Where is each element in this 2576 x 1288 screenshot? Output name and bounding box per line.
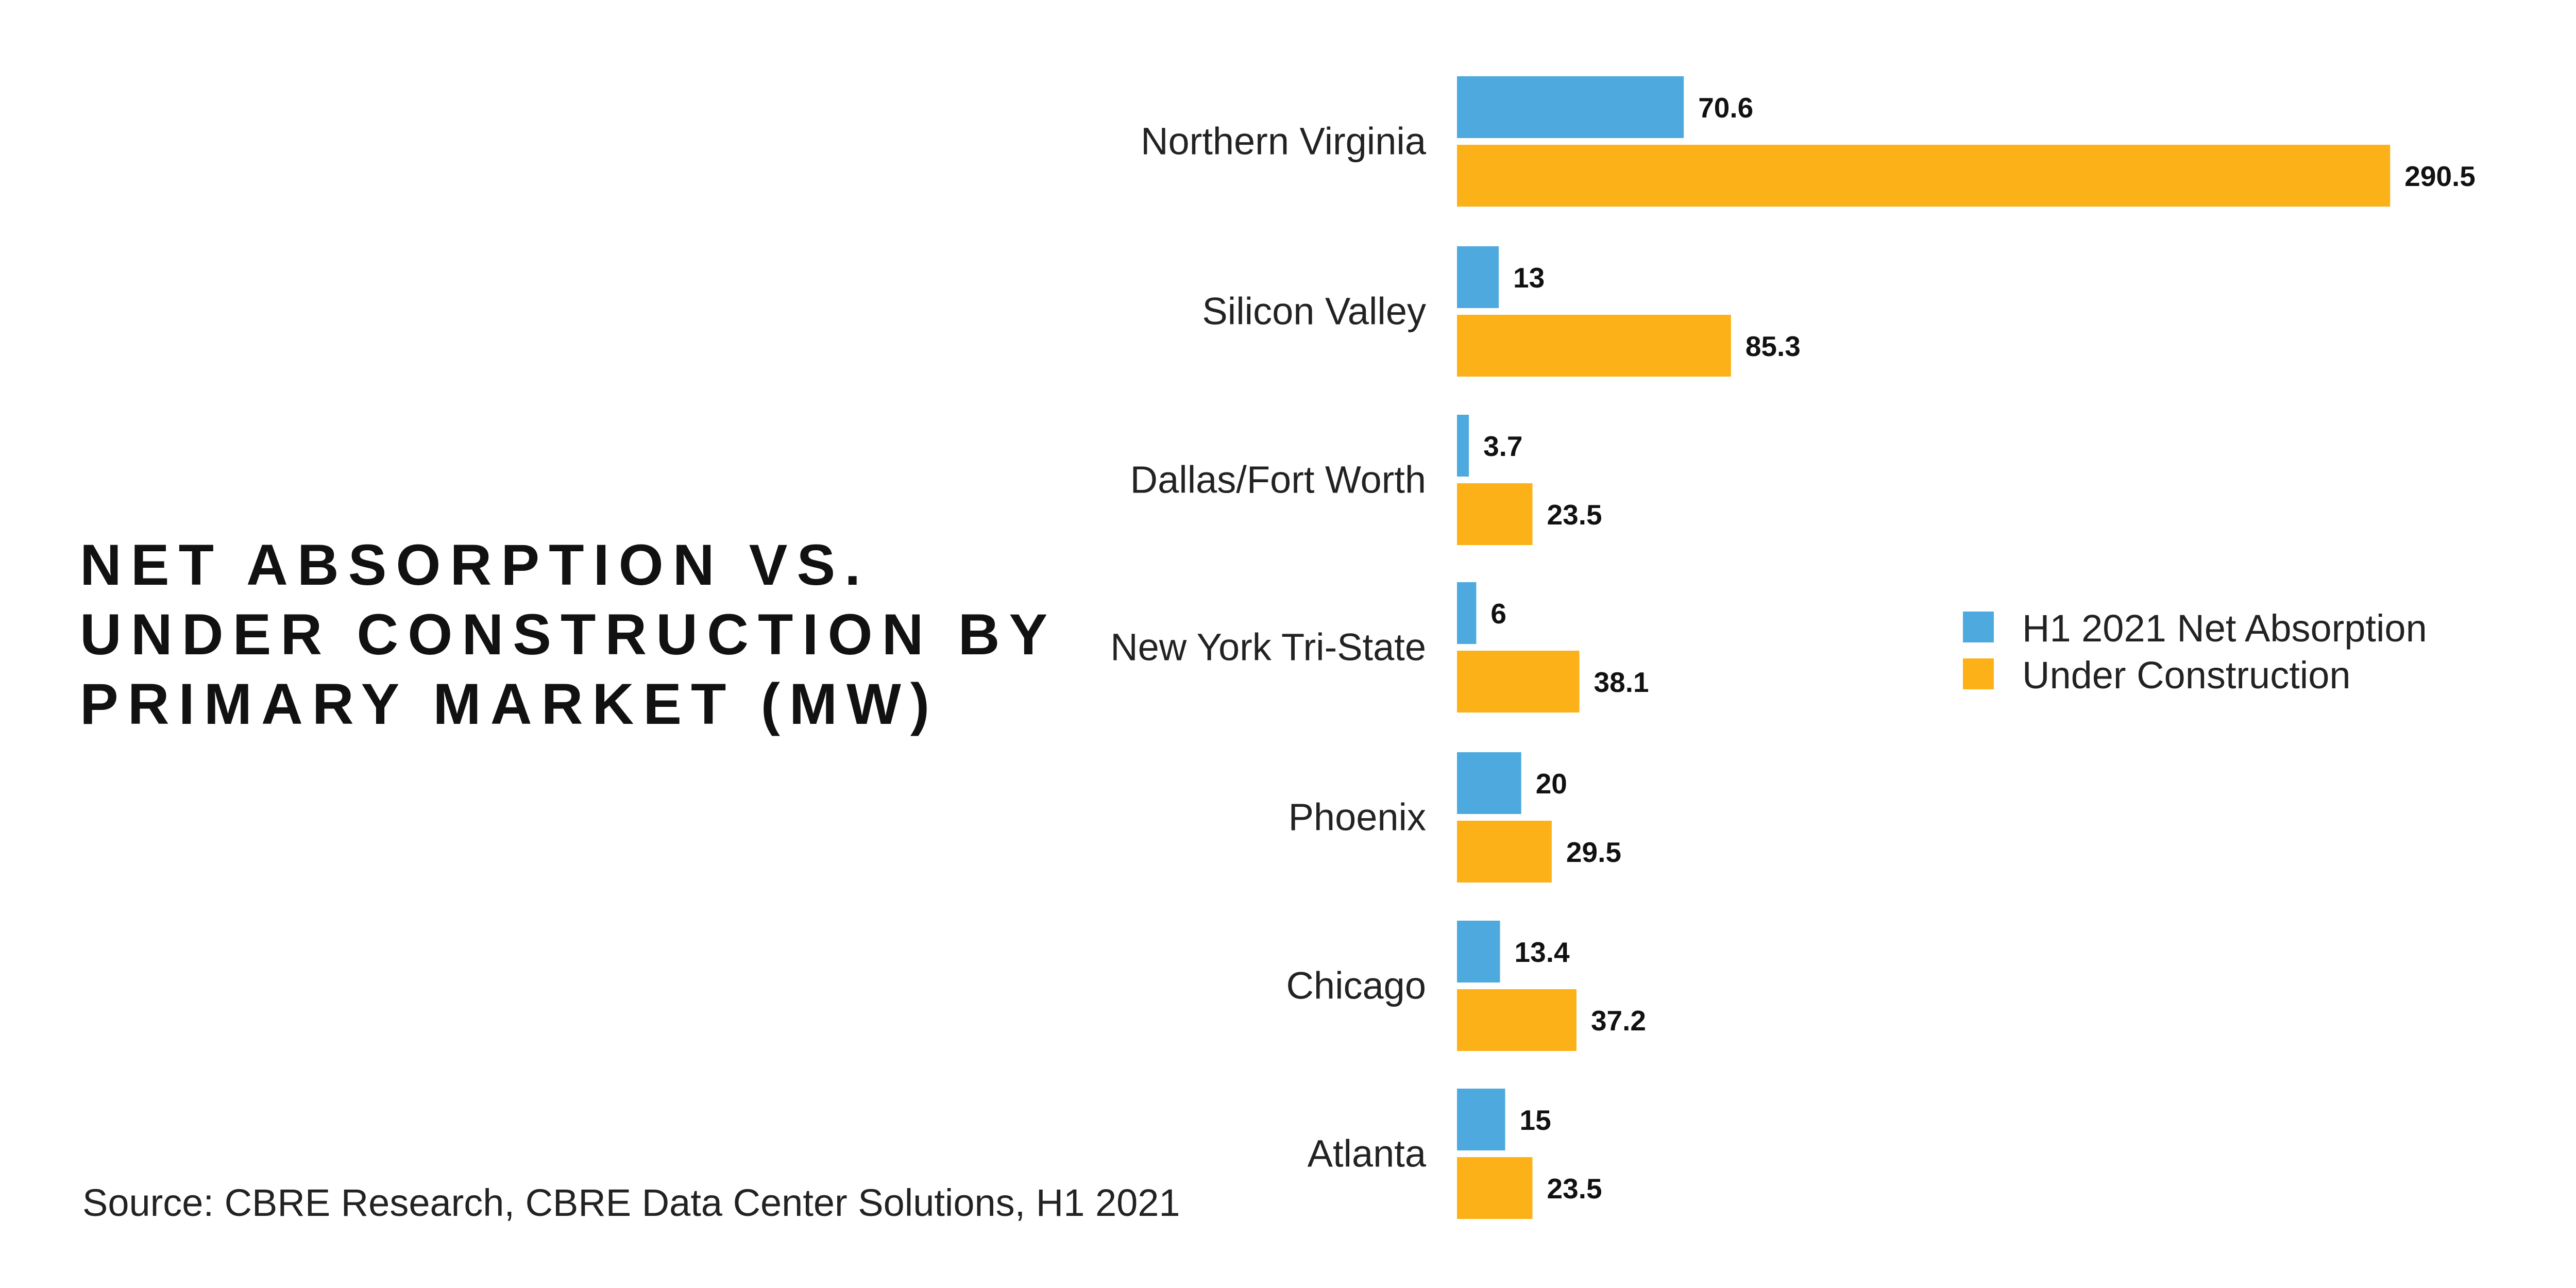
legend-label-net-absorption: H1 2021 Net Absorption <box>2022 607 2427 650</box>
category-label-atlanta: Atlanta <box>1308 1132 1427 1175</box>
chart-title-line-3: PRIMARY MARKET (MW) <box>80 672 939 736</box>
source-note: Source: CBRE Research, CBRE Data Center … <box>82 1181 1180 1224</box>
legend-swatch-net-absorption <box>1963 612 1994 642</box>
value-label-new-york-tri-state-h1-2021-net-absorption: 6 <box>1490 598 1506 630</box>
chart-title: NET ABSORPTION VS. UNDER CONSTRUCTION BY… <box>80 533 1057 736</box>
bar-new-york-tri-state-under-construction <box>1457 651 1580 713</box>
legend: H1 2021 Net Absorption Under Constructio… <box>1963 607 2427 697</box>
category-label-dallas-fort-worth: Dallas/Fort Worth <box>1130 459 1426 501</box>
bar-atlanta-under-construction <box>1457 1157 1533 1219</box>
legend-swatch-under-construction <box>1963 658 1994 689</box>
bar-silicon-valley-under-construction <box>1457 315 1731 377</box>
category-label-chicago: Chicago <box>1286 964 1426 1007</box>
category-label-northern-virginia: Northern Virginia <box>1141 120 1427 163</box>
value-label-phoenix-h1-2021-net-absorption: 20 <box>1536 768 1567 800</box>
value-label-dallas-fort-worth-under-construction: 23.5 <box>1547 499 1602 531</box>
category-label-phoenix: Phoenix <box>1289 796 1426 839</box>
value-label-phoenix-under-construction: 29.5 <box>1566 836 1621 868</box>
chart-title-line-1: NET ABSORPTION VS. <box>80 533 870 597</box>
chart-title-line-2: UNDER CONSTRUCTION BY <box>80 602 1057 667</box>
bars-layer <box>1457 76 2391 1219</box>
bar-dallas-fort-worth-h1-2021-net-absorption <box>1457 415 1469 477</box>
value-label-dallas-fort-worth-h1-2021-net-absorption: 3.7 <box>1483 430 1522 462</box>
bar-new-york-tri-state-h1-2021-net-absorption <box>1457 582 1477 644</box>
bar-northern-virginia-h1-2021-net-absorption <box>1457 76 1684 138</box>
labels-layer: Northern Virginia 70.6 290.5 Silicon Valley… <box>1110 92 2476 1205</box>
bar-phoenix-h1-2021-net-absorption <box>1457 752 1521 814</box>
legend-label-under-construction: Under Construction <box>2022 654 2351 697</box>
value-label-chicago-h1-2021-net-absorption: 13.4 <box>1515 936 1570 968</box>
value-label-northern-virginia-h1-2021-net-absorption: 70.6 <box>1698 92 1753 124</box>
value-label-silicon-valley-h1-2021-net-absorption: 13 <box>1513 262 1545 294</box>
value-label-northern-virginia-under-construction: 290.5 <box>2404 160 2476 192</box>
value-label-chicago-under-construction: 37.2 <box>1591 1005 1646 1037</box>
bar-atlanta-h1-2021-net-absorption <box>1457 1089 1505 1150</box>
value-label-atlanta-h1-2021-net-absorption: 15 <box>1520 1104 1551 1136</box>
category-label-new-york-tri-state: New York Tri-State <box>1110 626 1426 669</box>
value-label-new-york-tri-state-under-construction: 38.1 <box>1594 666 1649 698</box>
bar-phoenix-under-construction <box>1457 821 1552 883</box>
bar-northern-virginia-under-construction <box>1457 145 2391 207</box>
bar-chicago-h1-2021-net-absorption <box>1457 921 1500 982</box>
category-label-silicon-valley: Silicon Valley <box>1202 290 1426 333</box>
value-label-atlanta-under-construction: 23.5 <box>1547 1173 1602 1205</box>
bar-chicago-under-construction <box>1457 989 1577 1051</box>
bar-dallas-fort-worth-under-construction <box>1457 483 1533 545</box>
value-label-silicon-valley-under-construction: 85.3 <box>1745 330 1801 362</box>
bar-silicon-valley-h1-2021-net-absorption <box>1457 246 1499 308</box>
